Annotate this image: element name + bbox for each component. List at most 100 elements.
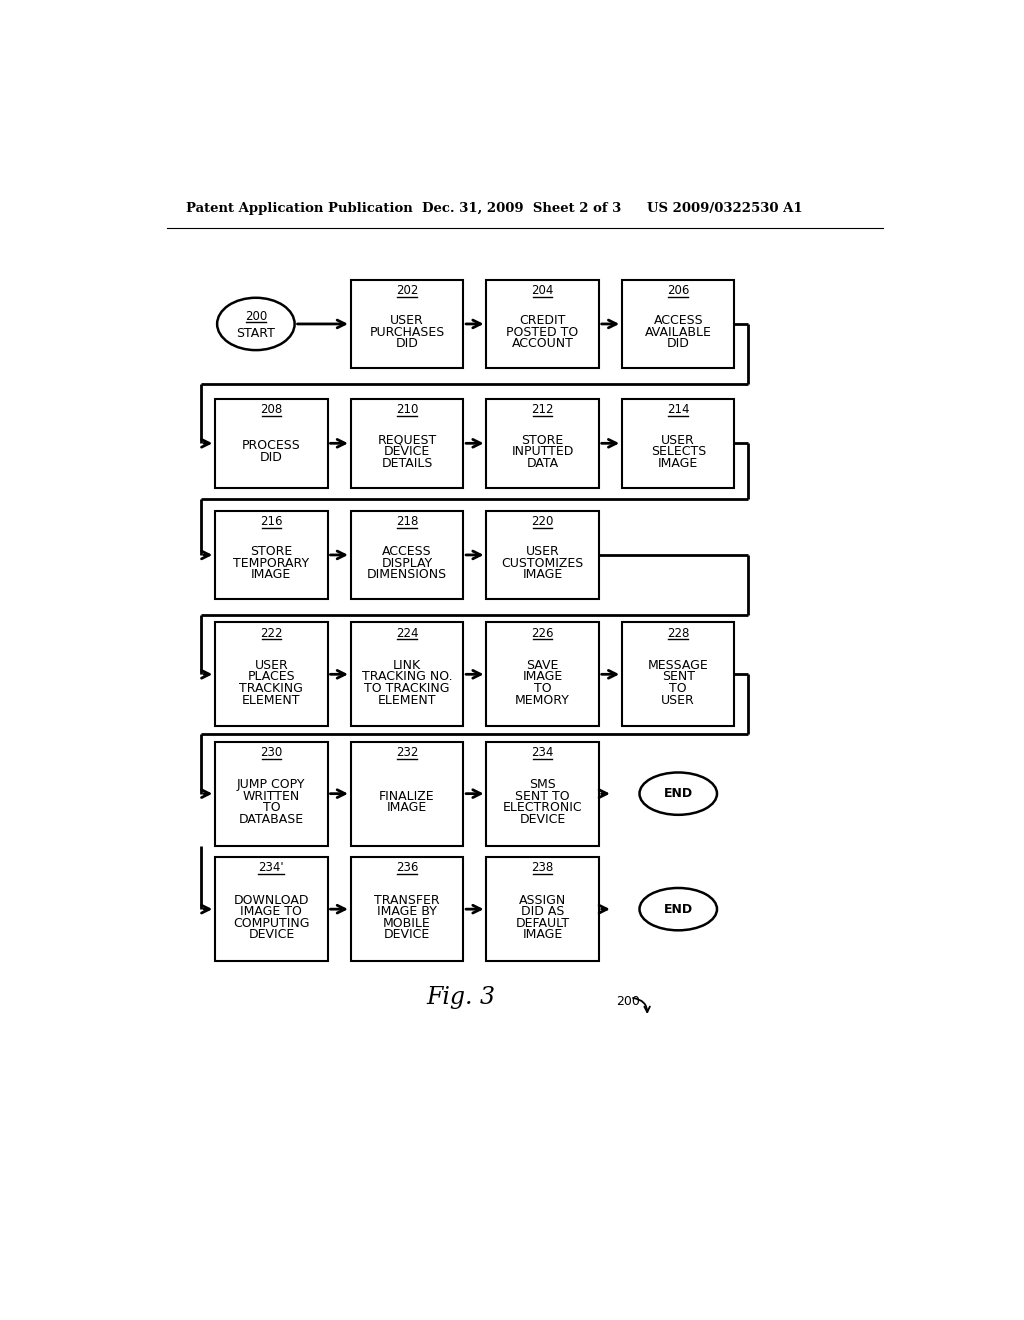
Text: DEVICE: DEVICE — [384, 445, 430, 458]
FancyBboxPatch shape — [622, 280, 734, 368]
Text: Fig. 3: Fig. 3 — [427, 986, 496, 1010]
Text: TO TRACKING: TO TRACKING — [365, 682, 450, 696]
Text: DID: DID — [667, 338, 690, 351]
Text: 206: 206 — [667, 284, 689, 297]
Text: 226: 226 — [531, 627, 554, 640]
Text: US 2009/0322530 A1: US 2009/0322530 A1 — [647, 202, 803, 215]
Text: WRITTEN: WRITTEN — [243, 789, 300, 803]
FancyBboxPatch shape — [486, 742, 599, 846]
Text: TO: TO — [670, 682, 687, 696]
Text: DEVICE: DEVICE — [384, 928, 430, 941]
Text: MEMORY: MEMORY — [515, 693, 570, 706]
Text: AVAILABLE: AVAILABLE — [645, 326, 712, 339]
Text: 238: 238 — [531, 862, 554, 874]
FancyBboxPatch shape — [351, 399, 463, 487]
Text: TRANSFER: TRANSFER — [374, 894, 440, 907]
FancyBboxPatch shape — [351, 622, 463, 726]
FancyBboxPatch shape — [351, 280, 463, 368]
Text: POSTED TO: POSTED TO — [507, 326, 579, 339]
Ellipse shape — [640, 888, 717, 931]
Text: START: START — [237, 326, 275, 339]
Text: ACCESS: ACCESS — [653, 314, 703, 327]
Text: IMAGE TO: IMAGE TO — [241, 906, 302, 919]
Text: 210: 210 — [396, 404, 418, 416]
Text: END: END — [664, 787, 693, 800]
Text: IMAGE: IMAGE — [251, 569, 292, 582]
Text: TRACKING: TRACKING — [240, 682, 303, 696]
Text: ELEMENT: ELEMENT — [242, 693, 301, 706]
Text: IMAGE: IMAGE — [522, 928, 563, 941]
FancyBboxPatch shape — [215, 622, 328, 726]
Text: ACCOUNT: ACCOUNT — [512, 338, 573, 351]
Ellipse shape — [640, 772, 717, 814]
Text: DATA: DATA — [526, 457, 559, 470]
Ellipse shape — [217, 298, 295, 350]
Text: 234': 234' — [259, 862, 285, 874]
Text: 230: 230 — [260, 746, 283, 759]
Text: USER: USER — [525, 545, 559, 558]
Text: LINK: LINK — [393, 659, 421, 672]
FancyBboxPatch shape — [622, 399, 734, 487]
Text: SELECTS: SELECTS — [650, 445, 706, 458]
Text: IMAGE: IMAGE — [522, 671, 563, 684]
Text: PROCESS: PROCESS — [242, 440, 301, 453]
Text: TEMPORARY: TEMPORARY — [233, 557, 309, 570]
Text: SMS: SMS — [529, 779, 556, 791]
Text: STORE: STORE — [521, 434, 564, 446]
Text: IMAGE: IMAGE — [522, 569, 563, 582]
Text: INPUTTED: INPUTTED — [511, 445, 573, 458]
Text: 234: 234 — [531, 746, 554, 759]
Text: 220: 220 — [531, 515, 554, 528]
FancyBboxPatch shape — [486, 399, 599, 487]
Text: USER: USER — [662, 434, 695, 446]
FancyBboxPatch shape — [351, 857, 463, 961]
Text: IMAGE: IMAGE — [658, 457, 698, 470]
Text: DATABASE: DATABASE — [239, 813, 304, 826]
FancyBboxPatch shape — [486, 280, 599, 368]
FancyBboxPatch shape — [215, 857, 328, 961]
Text: DEVICE: DEVICE — [519, 813, 565, 826]
Text: 212: 212 — [531, 404, 554, 416]
Text: 228: 228 — [667, 627, 689, 640]
Text: MESSAGE: MESSAGE — [648, 659, 709, 672]
Text: ASSIGN: ASSIGN — [519, 894, 566, 907]
Text: DID: DID — [260, 451, 283, 465]
Text: DID: DID — [395, 338, 419, 351]
Text: STORE: STORE — [250, 545, 293, 558]
Text: Patent Application Publication: Patent Application Publication — [186, 202, 413, 215]
Text: JUMP COPY: JUMP COPY — [238, 779, 305, 791]
Text: CUSTOMIZES: CUSTOMIZES — [502, 557, 584, 570]
Text: 236: 236 — [396, 862, 418, 874]
Text: 224: 224 — [395, 627, 418, 640]
Text: DEVICE: DEVICE — [248, 928, 295, 941]
Text: REQUEST: REQUEST — [378, 434, 436, 446]
FancyBboxPatch shape — [622, 622, 734, 726]
Text: END: END — [664, 903, 693, 916]
Text: 216: 216 — [260, 515, 283, 528]
Text: TO: TO — [262, 801, 281, 814]
Text: 218: 218 — [396, 515, 418, 528]
FancyBboxPatch shape — [215, 399, 328, 487]
Text: FINALIZE: FINALIZE — [379, 789, 435, 803]
Text: Dec. 31, 2009  Sheet 2 of 3: Dec. 31, 2009 Sheet 2 of 3 — [423, 202, 622, 215]
Text: ELEMENT: ELEMENT — [378, 693, 436, 706]
Text: CREDIT: CREDIT — [519, 314, 566, 327]
Text: 222: 222 — [260, 627, 283, 640]
FancyBboxPatch shape — [486, 511, 599, 599]
Text: COMPUTING: COMPUTING — [233, 917, 309, 929]
Text: DEFAULT: DEFAULT — [515, 917, 569, 929]
FancyBboxPatch shape — [351, 742, 463, 846]
Text: 200: 200 — [616, 995, 640, 1008]
Text: IMAGE BY: IMAGE BY — [377, 906, 437, 919]
Text: ELECTRONIC: ELECTRONIC — [503, 801, 583, 814]
Text: IMAGE: IMAGE — [387, 801, 427, 814]
Text: 214: 214 — [667, 404, 689, 416]
Text: TRACKING NO.: TRACKING NO. — [361, 671, 453, 684]
Text: 208: 208 — [260, 404, 283, 416]
Text: USER: USER — [662, 693, 695, 706]
Text: DID AS: DID AS — [521, 906, 564, 919]
Text: ACCESS: ACCESS — [382, 545, 432, 558]
Text: 204: 204 — [531, 284, 554, 297]
Text: PLACES: PLACES — [248, 671, 295, 684]
FancyBboxPatch shape — [215, 742, 328, 846]
